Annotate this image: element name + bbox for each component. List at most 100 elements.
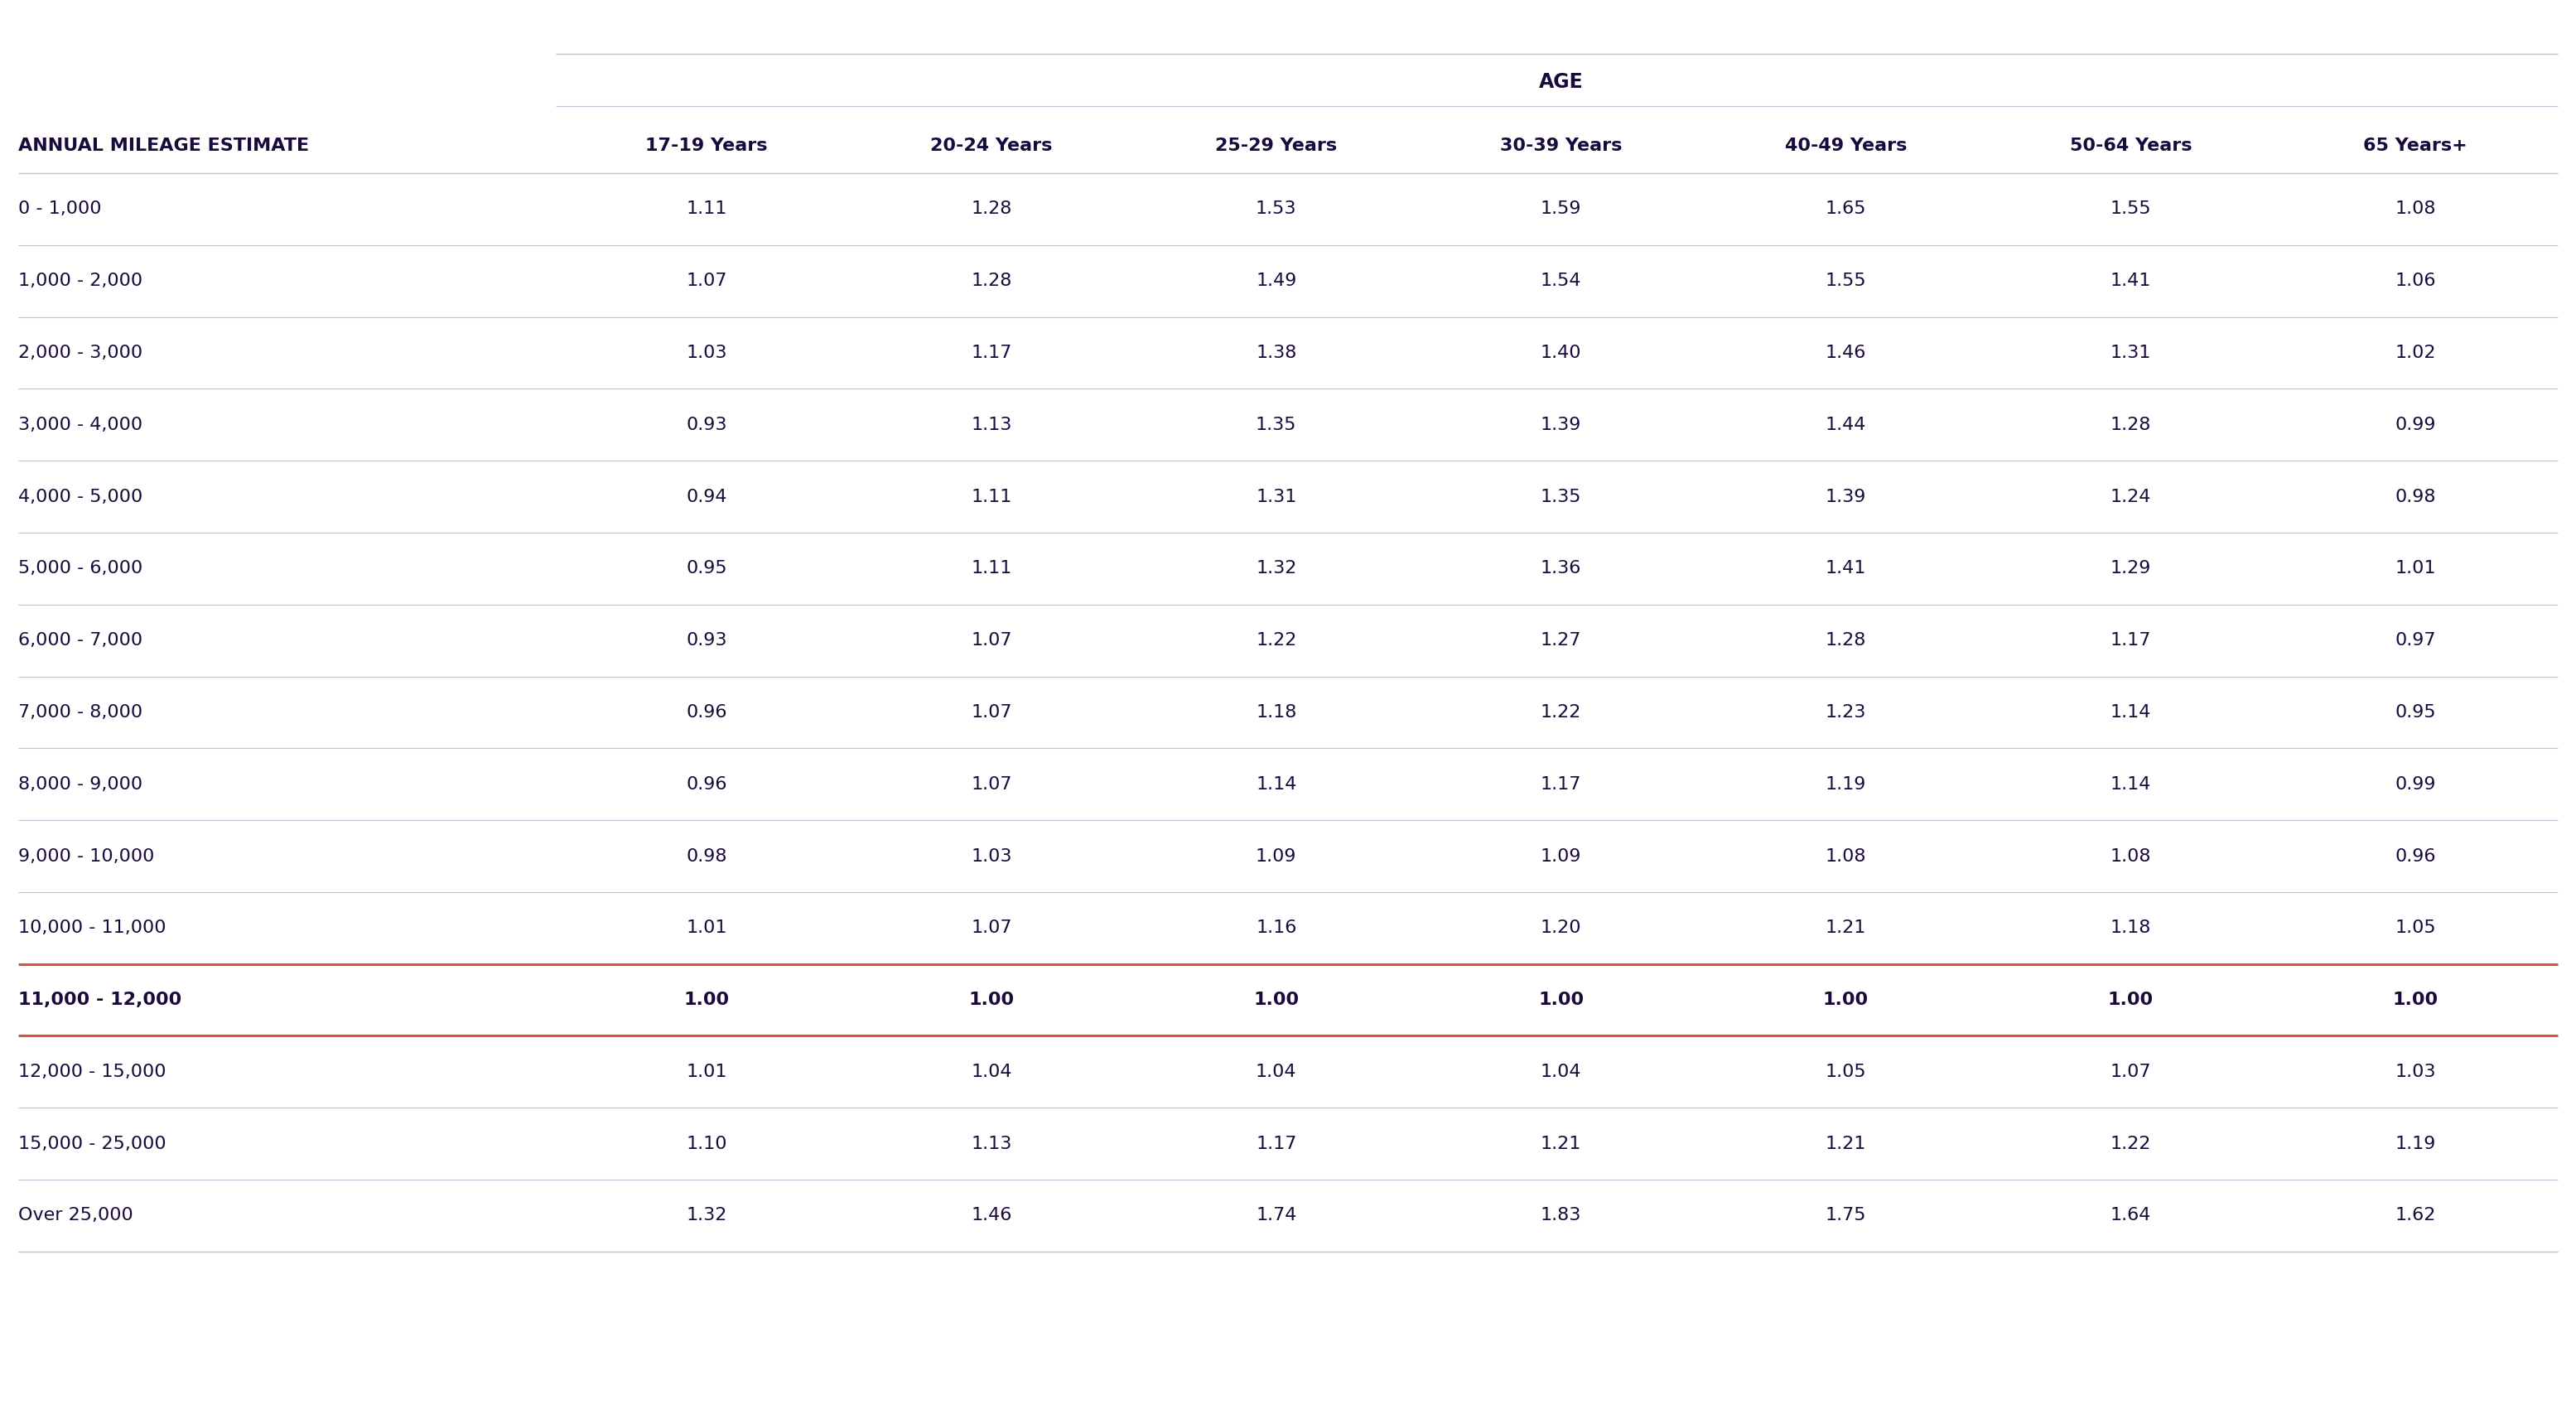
Text: 1.20: 1.20 — [1540, 920, 1582, 937]
Text: 0.95: 0.95 — [2396, 704, 2437, 721]
Text: 9,000 - 10,000: 9,000 - 10,000 — [18, 847, 155, 864]
Text: 0.98: 0.98 — [2396, 488, 2437, 505]
Text: 1.46: 1.46 — [1826, 345, 1865, 362]
Text: 1.19: 1.19 — [2396, 1135, 2437, 1152]
Text: 1.39: 1.39 — [1540, 416, 1582, 433]
Text: 1.31: 1.31 — [1255, 488, 1296, 505]
Text: 65 Years+: 65 Years+ — [2362, 138, 2468, 155]
Text: 1.59: 1.59 — [1540, 200, 1582, 217]
Text: 1.14: 1.14 — [2110, 704, 2151, 721]
Text: 1.29: 1.29 — [2110, 561, 2151, 578]
Text: 1,000 - 2,000: 1,000 - 2,000 — [18, 272, 142, 289]
Text: 1.05: 1.05 — [2396, 920, 2437, 937]
Text: 1.49: 1.49 — [1255, 272, 1296, 289]
Text: 1.08: 1.08 — [2110, 847, 2151, 864]
Text: 1.14: 1.14 — [2110, 776, 2151, 793]
Text: 1.11: 1.11 — [685, 200, 726, 217]
Text: 8,000 - 9,000: 8,000 - 9,000 — [18, 776, 142, 793]
Text: 1.10: 1.10 — [685, 1135, 726, 1152]
Text: 10,000 - 11,000: 10,000 - 11,000 — [18, 920, 165, 937]
Text: 1.04: 1.04 — [1255, 1063, 1296, 1080]
Text: 1.21: 1.21 — [1826, 1135, 1865, 1152]
Text: 25-29 Years: 25-29 Years — [1216, 138, 1337, 155]
Text: 1.00: 1.00 — [969, 992, 1015, 1009]
Text: 7,000 - 8,000: 7,000 - 8,000 — [18, 704, 142, 721]
Text: 1.22: 1.22 — [2110, 1135, 2151, 1152]
Text: 1.08: 1.08 — [1826, 847, 1865, 864]
Text: AGE: AGE — [1538, 72, 1584, 92]
Text: 1.35: 1.35 — [1255, 416, 1296, 433]
Text: 1.27: 1.27 — [1540, 631, 1582, 648]
Text: 0.94: 0.94 — [685, 488, 726, 505]
Text: 0.98: 0.98 — [685, 847, 726, 864]
Text: 1.74: 1.74 — [1255, 1208, 1296, 1225]
Text: 50-64 Years: 50-64 Years — [2069, 138, 2192, 155]
Text: 1.00: 1.00 — [1824, 992, 1868, 1009]
Text: 1.75: 1.75 — [1826, 1208, 1865, 1225]
Text: 1.53: 1.53 — [1255, 200, 1296, 217]
Text: 1.35: 1.35 — [1540, 488, 1582, 505]
Text: 1.46: 1.46 — [971, 1208, 1012, 1225]
Text: 1.00: 1.00 — [1255, 992, 1298, 1009]
Text: 1.13: 1.13 — [971, 416, 1012, 433]
Text: 1.38: 1.38 — [1255, 345, 1296, 362]
Text: 0.96: 0.96 — [685, 776, 726, 793]
Text: 4,000 - 5,000: 4,000 - 5,000 — [18, 488, 142, 505]
Text: 1.28: 1.28 — [971, 200, 1012, 217]
Text: 0.96: 0.96 — [685, 704, 726, 721]
Text: 1.17: 1.17 — [1540, 776, 1582, 793]
Text: 0.95: 0.95 — [685, 561, 726, 578]
Text: 0.96: 0.96 — [2396, 847, 2437, 864]
Text: 1.22: 1.22 — [1540, 704, 1582, 721]
Text: 1.18: 1.18 — [1255, 704, 1296, 721]
Text: 1.03: 1.03 — [685, 345, 726, 362]
Text: 1.32: 1.32 — [1255, 561, 1296, 578]
Text: 1.28: 1.28 — [971, 272, 1012, 289]
Text: 1.64: 1.64 — [2110, 1208, 2151, 1225]
Text: 1.13: 1.13 — [971, 1135, 1012, 1152]
Text: 1.11: 1.11 — [971, 488, 1012, 505]
Text: 1.19: 1.19 — [1826, 776, 1865, 793]
Text: 1.28: 1.28 — [2110, 416, 2151, 433]
Text: 1.07: 1.07 — [971, 776, 1012, 793]
Text: 12,000 - 15,000: 12,000 - 15,000 — [18, 1063, 165, 1080]
Text: 1.09: 1.09 — [1255, 847, 1296, 864]
Text: 1.07: 1.07 — [971, 631, 1012, 648]
Text: 1.11: 1.11 — [971, 561, 1012, 578]
Text: 1.21: 1.21 — [1540, 1135, 1582, 1152]
Text: 1.01: 1.01 — [685, 1063, 726, 1080]
Text: 1.36: 1.36 — [1540, 561, 1582, 578]
Text: 6,000 - 7,000: 6,000 - 7,000 — [18, 631, 142, 648]
Text: 15,000 - 25,000: 15,000 - 25,000 — [18, 1135, 167, 1152]
Text: 1.00: 1.00 — [683, 992, 729, 1009]
Text: 0.99: 0.99 — [2396, 416, 2437, 433]
Text: 1.44: 1.44 — [1826, 416, 1865, 433]
Text: 1.41: 1.41 — [2110, 272, 2151, 289]
Text: 1.83: 1.83 — [1540, 1208, 1582, 1225]
Text: 1.00: 1.00 — [1538, 992, 1584, 1009]
Text: 1.24: 1.24 — [2110, 488, 2151, 505]
Text: 1.31: 1.31 — [2110, 345, 2151, 362]
Text: 1.01: 1.01 — [685, 920, 726, 937]
Text: 1.23: 1.23 — [1826, 704, 1865, 721]
Text: 1.07: 1.07 — [685, 272, 726, 289]
Text: 1.01: 1.01 — [2396, 561, 2437, 578]
Text: 1.18: 1.18 — [2110, 920, 2151, 937]
Text: 0.93: 0.93 — [685, 416, 726, 433]
Text: 5,000 - 6,000: 5,000 - 6,000 — [18, 561, 142, 578]
Text: 1.40: 1.40 — [1540, 345, 1582, 362]
Text: 0 - 1,000: 0 - 1,000 — [18, 200, 100, 217]
Text: 1.22: 1.22 — [1255, 631, 1296, 648]
Text: 11,000 - 12,000: 11,000 - 12,000 — [18, 992, 180, 1009]
Text: 1.08: 1.08 — [2396, 200, 2437, 217]
Text: 1.65: 1.65 — [1826, 200, 1865, 217]
Text: 1.14: 1.14 — [1255, 776, 1296, 793]
Text: 20-24 Years: 20-24 Years — [930, 138, 1054, 155]
Text: 1.16: 1.16 — [1255, 920, 1296, 937]
Text: 17-19 Years: 17-19 Years — [647, 138, 768, 155]
Text: 1.03: 1.03 — [2396, 1063, 2437, 1080]
Text: 2,000 - 3,000: 2,000 - 3,000 — [18, 345, 142, 362]
Text: 3,000 - 4,000: 3,000 - 4,000 — [18, 416, 142, 433]
Text: 1.09: 1.09 — [1540, 847, 1582, 864]
Text: 1.21: 1.21 — [1826, 920, 1865, 937]
